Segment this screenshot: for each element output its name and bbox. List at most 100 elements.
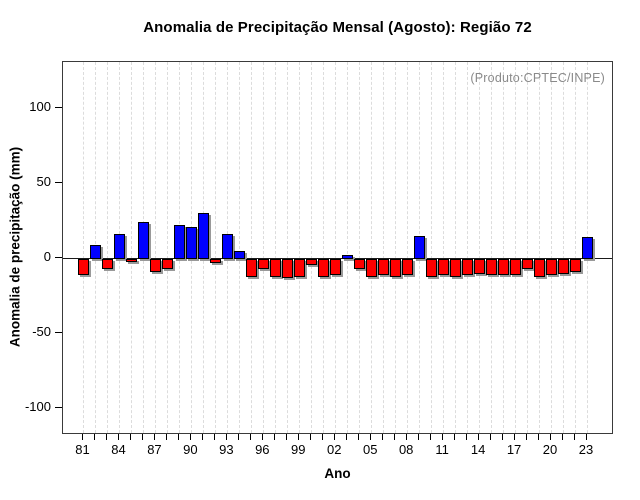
- x-tick-label: 14: [470, 442, 486, 457]
- x-tick: [321, 434, 323, 440]
- y-tick-label: 0: [43, 249, 51, 264]
- bar-2016: [497, 259, 509, 275]
- x-tick: [549, 434, 551, 440]
- x-tick-label: 81: [75, 442, 90, 457]
- y-tick: [55, 332, 62, 333]
- x-tick: [273, 434, 275, 440]
- x-tick-label: 87: [147, 442, 162, 457]
- x-tick: [585, 434, 587, 440]
- year-gridline: [490, 62, 492, 433]
- x-tick: [297, 434, 299, 440]
- x-tick-label: 90: [183, 442, 198, 457]
- year-gridline: [526, 62, 528, 433]
- plot-area: (Produto:CPTEC/INPE): [62, 61, 613, 434]
- bar-1994: [233, 250, 245, 259]
- x-tick: [345, 434, 347, 440]
- x-tick-label: 84: [111, 442, 126, 457]
- x-tick: [489, 434, 491, 440]
- year-gridline: [394, 62, 396, 433]
- bar-2007: [389, 259, 401, 277]
- x-tick: [429, 434, 431, 440]
- bar-1991: [197, 213, 209, 259]
- x-tick: [249, 434, 251, 440]
- year-gridline: [370, 62, 372, 433]
- y-tick: [55, 182, 62, 183]
- year-gridline: [502, 62, 504, 433]
- x-tick: [165, 434, 167, 440]
- bar-2019: [533, 259, 545, 277]
- year-gridline: [466, 62, 468, 433]
- bar-2000: [305, 259, 317, 265]
- x-tick-label: 17: [506, 442, 522, 457]
- y-tick-label: 50: [36, 174, 51, 189]
- y-tick: [55, 257, 62, 258]
- year-gridline: [106, 62, 108, 433]
- year-gridline: [214, 62, 216, 433]
- x-tick: [405, 434, 407, 440]
- x-tick: [309, 434, 311, 440]
- x-tick: [177, 434, 179, 440]
- bar-2013: [461, 259, 473, 275]
- bar-1988: [161, 259, 173, 269]
- bar-2002: [329, 259, 341, 275]
- bar-2005: [365, 259, 377, 277]
- year-gridline: [298, 62, 300, 433]
- bar-1992: [209, 259, 221, 263]
- bar-1989: [173, 225, 185, 259]
- bar-2006: [377, 259, 389, 275]
- x-tick-label: 96: [255, 442, 270, 457]
- year-gridline: [83, 62, 84, 433]
- year-gridline: [514, 62, 516, 433]
- x-tick-label: 05: [362, 442, 378, 457]
- bar-2009: [413, 235, 425, 259]
- year-gridline: [274, 62, 276, 433]
- bar-1996: [257, 259, 269, 269]
- year-gridline: [358, 62, 360, 433]
- bar-2003: [341, 255, 353, 259]
- x-tick: [93, 434, 95, 440]
- x-tick: [573, 434, 575, 440]
- y-tick-label: -50: [32, 324, 51, 339]
- x-tick: [105, 434, 107, 440]
- year-gridline: [286, 62, 288, 433]
- bar-2017: [509, 259, 521, 275]
- year-gridline: [322, 62, 324, 433]
- bar-1993: [221, 234, 233, 259]
- x-tick: [525, 434, 527, 440]
- x-tick: [465, 434, 467, 440]
- x-tick: [477, 434, 479, 440]
- x-tick: [225, 434, 227, 440]
- year-gridline: [454, 62, 456, 433]
- bar-1985: [125, 259, 137, 262]
- year-gridline: [154, 62, 156, 433]
- bar-1999: [293, 259, 305, 277]
- bar-1997: [269, 259, 281, 277]
- x-tick: [441, 434, 443, 440]
- zero-baseline: [63, 258, 612, 259]
- chart-title: Anomalia de Precipitação Mensal (Agosto)…: [143, 19, 532, 36]
- x-tick-label: 93: [219, 442, 234, 457]
- x-axis-label: Ano: [324, 466, 351, 481]
- year-gridline: [430, 62, 432, 433]
- year-gridline: [262, 62, 264, 433]
- source-annotation: (Produto:CPTEC/INPE): [470, 71, 605, 85]
- x-tick: [117, 434, 119, 440]
- y-axis-label: Anomalia de precipitação (mm): [7, 146, 23, 348]
- x-tick: [285, 434, 287, 440]
- bar-1983: [101, 259, 113, 269]
- year-gridline: [574, 62, 576, 433]
- bar-2023: [581, 237, 593, 259]
- bar-1986: [137, 222, 149, 259]
- x-tick: [381, 434, 383, 440]
- bar-1982: [89, 244, 101, 259]
- x-tick-label: 20: [542, 442, 558, 457]
- x-tick: [561, 434, 563, 440]
- x-tick-label: 02: [327, 442, 342, 457]
- x-tick: [153, 434, 155, 440]
- bar-1981: [78, 259, 89, 275]
- year-gridline: [346, 62, 348, 433]
- bar-2018: [521, 259, 533, 269]
- x-tick: [141, 434, 143, 440]
- y-tick: [55, 107, 62, 108]
